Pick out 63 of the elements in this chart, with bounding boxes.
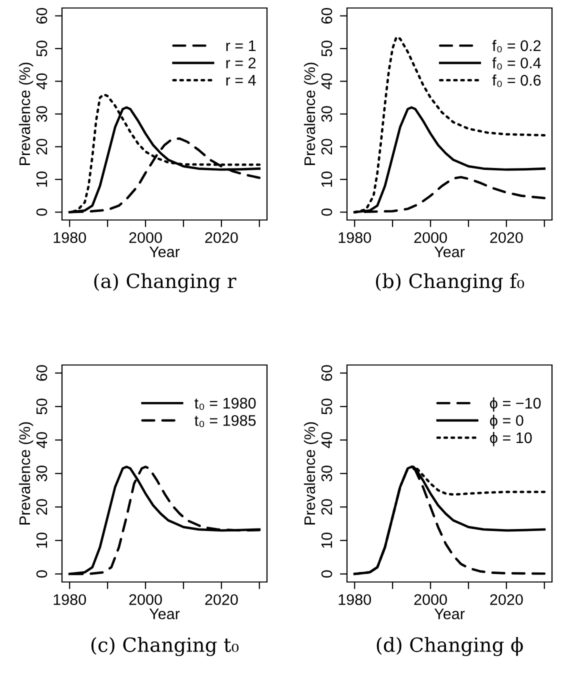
x-axis-title: Year [149,608,180,620]
legend-label: f₀ = 0.2 [492,40,541,52]
legend-label: t₀ = 1980 [194,398,256,410]
y-tick-label: 50 [36,398,48,414]
y-tick-label: 10 [36,532,48,548]
legend-label: t₀ = 1985 [194,415,256,428]
x-tick-label: 1980 [338,232,371,244]
y-tick-label: 40 [321,432,332,448]
y-tick-label: 0 [321,208,332,216]
y-axis-title: Prevalence (%) [18,62,34,165]
legend-label: r = 2 [226,58,256,68]
x-axis-title: Year [434,246,465,258]
text: (d) Changing ϕ [376,637,523,656]
legend-label: f₀ = 0.4 [492,57,541,70]
y-tick-label: 10 [36,172,48,187]
x-tick-label: 1980 [54,594,86,606]
x-tick-label: 2020 [490,594,523,606]
legend-label: ϕ = −10 [490,397,541,412]
legend-label: ϕ = 0 [490,414,524,429]
x-tick-label: 2000 [414,594,447,606]
x-tick-label: 2000 [129,232,162,244]
legend-label: r = 1 [226,40,256,51]
y-tick-label: 30 [36,106,48,122]
y-tick-label: 50 [321,40,332,56]
y-tick-label: 0 [36,570,48,578]
x-tick-label: 2020 [205,232,238,244]
text: (a) Changing r [94,273,236,292]
x-axis-title: Year [149,246,180,258]
y-tick-label: 60 [36,365,48,381]
y-tick-label: 20 [321,138,332,154]
y-axis-title: Prevalence (%) [304,422,318,524]
x-tick-label: 1980 [338,594,371,606]
legend-label: r = 4 [226,75,256,86]
y-tick-label: 0 [321,570,332,578]
x-tick-label: 2020 [490,232,523,244]
y-tick-label: 50 [321,398,332,414]
y-axis-title: Prevalence (%) [304,62,318,165]
y-tick-label: 40 [36,73,48,90]
y-tick-label: 30 [36,466,48,482]
y-tick-label: 20 [36,138,48,154]
y-tick-label: 60 [36,8,48,24]
y-tick-label: 40 [36,432,48,448]
text: (b) Changing f₀ [376,273,524,292]
legend-label: ϕ = 10 [490,432,532,446]
y-tick-label: 20 [36,499,48,515]
x-tick-label: 2020 [205,594,238,606]
y-tick-label: 20 [321,499,332,515]
y-tick-label: 10 [321,172,332,187]
y-tick-label: 0 [36,208,48,216]
x-tick-label: 2000 [414,232,447,244]
x-tick-label: 2000 [129,594,162,606]
x-tick-label: 1980 [54,232,86,244]
y-tick-label: 30 [321,466,332,482]
y-tick-label: 10 [321,532,332,548]
legend-label: f₀ = 0.6 [492,74,541,87]
text: (c) Changing t₀ [91,637,239,656]
x-axis-title: Year [434,608,465,620]
y-tick-label: 50 [36,40,48,56]
y-tick-label: 30 [321,106,332,122]
y-tick-label: 40 [321,73,332,90]
y-axis-title: Prevalence (%) [18,422,34,524]
y-tick-label: 60 [321,365,332,381]
y-tick-label: 60 [321,8,332,24]
